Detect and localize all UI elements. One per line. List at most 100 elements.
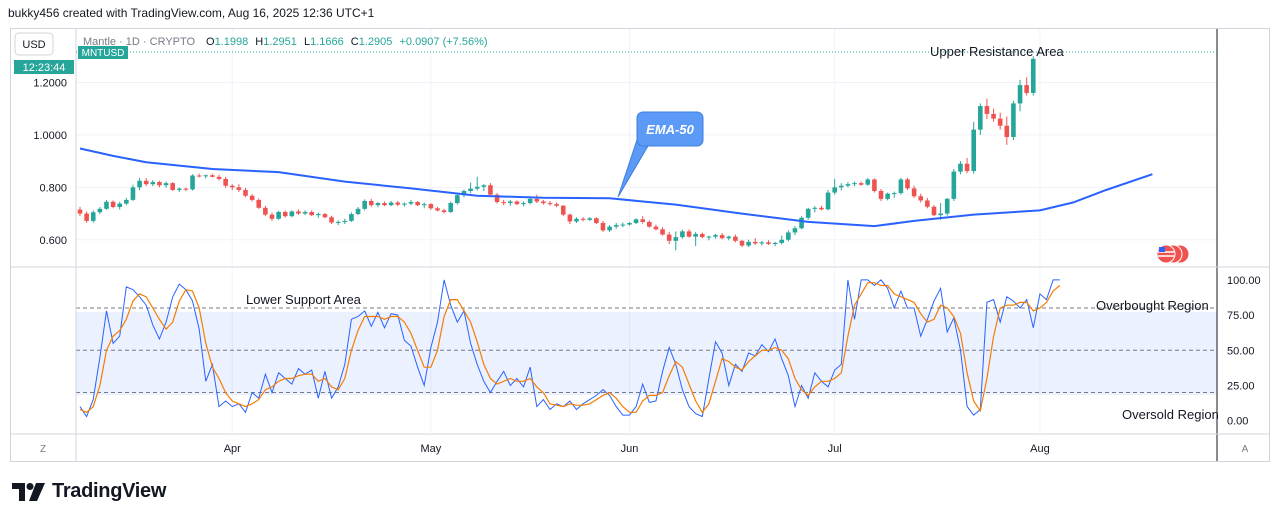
candle-body — [455, 195, 460, 204]
candle-body — [137, 180, 142, 188]
candle-body — [699, 234, 705, 238]
candle-body — [613, 225, 619, 227]
candle-body — [832, 187, 837, 193]
auto-scale-label: A — [1242, 444, 1249, 455]
candle-body — [256, 199, 262, 208]
candle-body — [574, 218, 579, 222]
candle-body — [388, 202, 394, 206]
candle-body — [951, 171, 957, 199]
candle-body — [474, 186, 480, 189]
candle-body — [124, 199, 129, 204]
candle-body — [143, 180, 149, 185]
countdown-label: 12:23:44 — [23, 62, 66, 74]
candle-body — [944, 198, 950, 214]
candle-body — [786, 232, 791, 240]
tradingview-logo-icon — [12, 482, 45, 501]
currency-label: USD — [22, 39, 45, 51]
chart-header: bukky456 created with TradingView.com, A… — [8, 6, 375, 20]
candle-body — [488, 185, 493, 195]
candle-body — [395, 202, 401, 205]
candle-body — [296, 211, 301, 214]
log-scale-button[interactable]: Z — [34, 439, 52, 457]
candle-body — [680, 231, 685, 238]
price-axis-ticks: 1.2000 1.0000 0.800 0.600 — [33, 77, 67, 246]
candle-body — [607, 226, 612, 231]
countdown-badge: 12:23:44 — [14, 60, 74, 74]
candle-body — [329, 217, 334, 223]
candle-body — [481, 185, 487, 187]
candle-body — [289, 211, 295, 217]
candle-body — [1004, 125, 1010, 137]
currency-button[interactable]: USD — [14, 32, 54, 56]
candle-body — [805, 208, 811, 218]
brand-name: TradingView — [52, 480, 167, 502]
upper-resistance-label: Upper Resistance Area — [930, 44, 1064, 59]
candle-body — [216, 176, 222, 179]
candle-body — [468, 188, 473, 192]
candle-body — [554, 204, 559, 206]
legend-close-value: 1.2905 — [359, 36, 393, 48]
candle-body — [911, 188, 917, 197]
candle-body — [812, 207, 818, 209]
candle-body — [925, 200, 930, 207]
candle-body — [84, 213, 89, 221]
candle-body — [958, 163, 963, 172]
candle-body — [90, 212, 96, 221]
candle-body — [342, 220, 348, 222]
time-tick-label: May — [420, 443, 441, 455]
candle-body — [375, 203, 381, 206]
candle-body — [382, 203, 387, 206]
candle-body — [567, 214, 573, 222]
candle-body — [110, 201, 116, 207]
candle-body — [653, 226, 659, 230]
candle-body — [733, 236, 738, 241]
candle-body — [501, 202, 506, 204]
candle-body — [402, 203, 407, 205]
legend-low-value: 1.1666 — [310, 36, 344, 48]
legend-high-label: H — [255, 36, 263, 48]
time-tick-label: Jul — [828, 443, 842, 455]
candle-body — [541, 201, 546, 204]
candle-body — [322, 214, 328, 218]
candle-body — [1011, 103, 1016, 137]
candle-body — [514, 201, 520, 205]
ema-callout-label: EMA-50 — [646, 122, 694, 137]
candle-body — [746, 241, 751, 246]
candle-body — [97, 208, 103, 213]
price-tick-label: 0.800 — [39, 182, 67, 194]
candle-body — [759, 242, 765, 244]
candle-body — [620, 224, 626, 226]
candle-body — [792, 228, 798, 233]
auto-scale-button[interactable]: A — [1236, 439, 1254, 457]
candle-body — [971, 129, 976, 172]
oscillator-tick-label: 25.00 — [1227, 381, 1255, 393]
brand-logo: TradingView — [12, 480, 166, 503]
candle-body — [640, 219, 645, 222]
stochastic-levels — [76, 307, 1217, 394]
candle-body — [534, 198, 540, 202]
candle-body — [587, 218, 593, 220]
candle-body — [269, 214, 275, 219]
candle-body — [752, 241, 758, 244]
oscillator-tick-label: 75.00 — [1227, 310, 1255, 322]
candle-body — [560, 205, 566, 215]
legend-open-label: O — [206, 36, 215, 48]
candle-body — [282, 211, 288, 217]
candle-body — [150, 182, 156, 185]
candle-body — [713, 235, 718, 237]
time-axis-ticks: Apr May Jun Jul Aug — [224, 443, 1050, 455]
oscillator-tick-label: 0.00 — [1227, 416, 1248, 428]
candle-body — [157, 182, 162, 186]
candle-body — [494, 194, 500, 203]
oscillator-tick-label: 100.00 — [1227, 275, 1261, 287]
stochastic-band — [76, 312, 1217, 395]
lower-support-label: Lower Support Area — [246, 292, 362, 307]
chart-frame — [10, 28, 1270, 462]
stochastic-d-line — [79, 282, 1061, 414]
candle-body — [309, 211, 314, 216]
candle-body — [1030, 58, 1036, 93]
candle-body — [408, 202, 414, 204]
candle-body — [527, 198, 533, 204]
candle-body — [600, 222, 606, 231]
